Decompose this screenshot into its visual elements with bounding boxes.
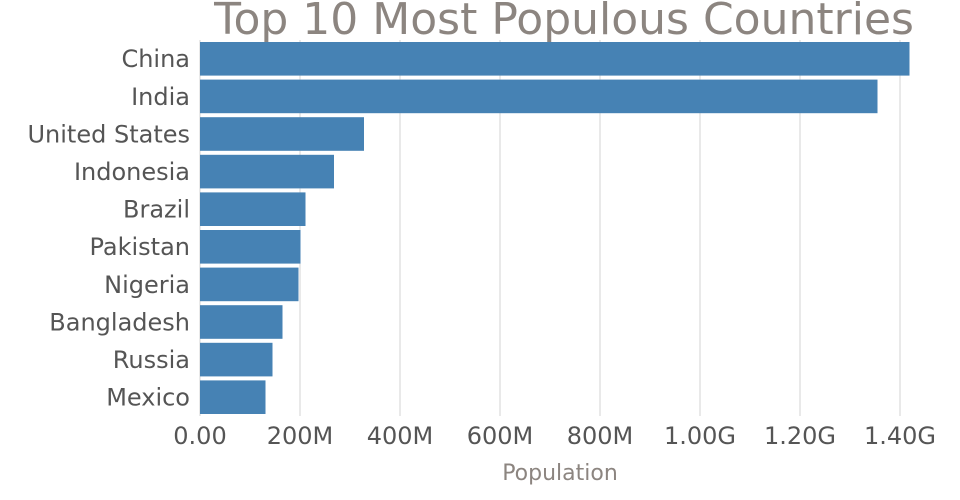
x-tick-label: 600M bbox=[467, 422, 534, 450]
x-tick-label: 800M bbox=[567, 422, 634, 450]
category-label: Russia bbox=[113, 346, 190, 374]
bar bbox=[200, 154, 334, 189]
category-label: Bangladesh bbox=[49, 308, 190, 336]
x-tick-label: 200M bbox=[267, 422, 334, 450]
category-label: Indonesia bbox=[74, 158, 190, 186]
category-label: India bbox=[131, 83, 190, 111]
x-tick-label: 1.00G bbox=[664, 422, 736, 450]
category-label: United States bbox=[27, 120, 190, 148]
bar bbox=[200, 117, 364, 151]
bar bbox=[200, 42, 910, 76]
bar bbox=[200, 305, 283, 339]
bar bbox=[200, 267, 299, 302]
x-tick-label: 1.20G bbox=[764, 422, 836, 450]
category-label: China bbox=[121, 45, 190, 73]
x-tick-label: 400M bbox=[367, 422, 434, 450]
bar bbox=[200, 79, 878, 114]
bar bbox=[200, 192, 306, 226]
category-label: Nigeria bbox=[104, 271, 190, 299]
x-axis-title: Population bbox=[502, 461, 618, 486]
bar bbox=[200, 380, 266, 414]
category-labels: China India United States Indonesia Brazil Pa… bbox=[27, 45, 190, 411]
category-label: Mexico bbox=[106, 384, 190, 412]
x-tick-label: 1.40G bbox=[864, 422, 936, 450]
bar bbox=[200, 342, 273, 377]
bars bbox=[200, 42, 910, 414]
x-tick-labels: 0.00 200M 400M 600M 800M 1.00G 1.20G 1.40G bbox=[173, 422, 936, 450]
category-label: Brazil bbox=[123, 196, 190, 224]
chart-title: Top 10 Most Populous Countries bbox=[213, 0, 914, 45]
bar bbox=[200, 230, 301, 264]
x-tick-label: 0.00 bbox=[173, 422, 226, 450]
category-label: Pakistan bbox=[90, 233, 191, 261]
